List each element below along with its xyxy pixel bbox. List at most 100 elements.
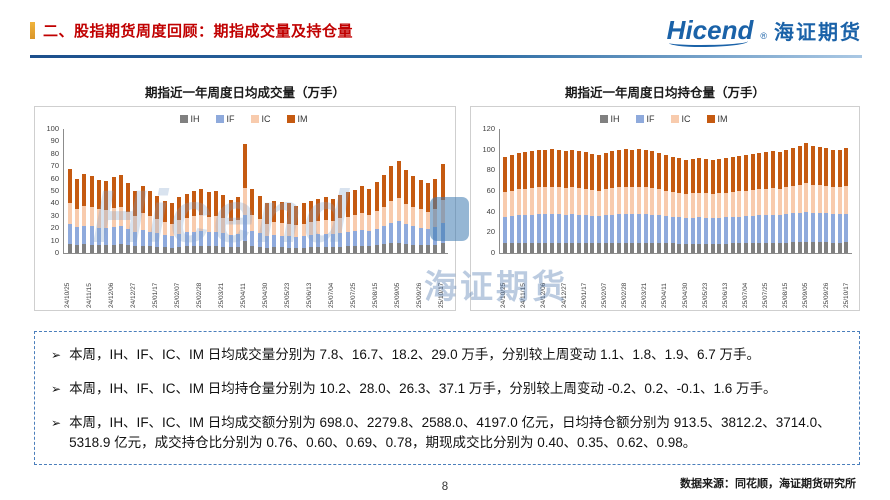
logo-chinese-name: 海证期货: [774, 22, 862, 44]
bar-segment-IM: [596, 154, 601, 191]
bar-segment-IM: [177, 197, 182, 220]
stacked-bar: [111, 177, 116, 253]
stacked-bar: [817, 146, 822, 253]
bar-segment-IM: [670, 156, 675, 192]
legend-swatch-icon: [286, 115, 295, 123]
bar-segment-IF: [199, 230, 204, 246]
bar-segment-IF: [191, 231, 196, 247]
bar-segment-IC: [323, 219, 328, 234]
bar-segment-IF: [744, 216, 749, 244]
x-slot: 24/12/27: [130, 254, 138, 308]
bar-slot: [359, 129, 366, 253]
stacked-bar: [235, 197, 240, 253]
x-slot: 25/06/13: [306, 254, 314, 308]
x-slot: 24/12/06: [108, 254, 116, 308]
chart-legend: IH IF IC IM: [475, 112, 852, 126]
bar-segment-IF: [844, 213, 849, 243]
bar-segment-IM: [530, 150, 535, 189]
bar-segment-IF: [523, 214, 528, 243]
bar-segment-IF: [162, 235, 167, 248]
legend-swatch-icon: [706, 115, 715, 123]
bar-segment-IH: [643, 242, 648, 253]
bar-segment-IF: [323, 233, 328, 247]
x-slot: [358, 254, 365, 308]
bar-segment-IH: [757, 242, 762, 253]
stacked-bar: [810, 145, 815, 253]
bar-segment-IH: [279, 247, 284, 253]
bar-slot: [315, 129, 322, 253]
bar-segment-IM: [155, 195, 160, 220]
bar-segment-IM: [316, 198, 321, 221]
bar-segment-IC: [503, 191, 508, 217]
bar-segment-IH: [503, 243, 508, 253]
bar-segment-IC: [777, 188, 782, 215]
bar-segment-IM: [330, 198, 335, 221]
bar-segment-IF: [683, 218, 688, 244]
x-tick-label: 25/07/25: [762, 282, 770, 308]
stacked-bar: [536, 149, 541, 253]
bar-segment-IC: [389, 201, 394, 223]
stacked-bar: [411, 176, 416, 253]
x-slot: 25/09/26: [416, 254, 424, 308]
bar-segment-IM: [389, 166, 394, 202]
bar-segment-IM: [213, 190, 218, 217]
stacked-bar: [737, 156, 742, 253]
bar-segment-IC: [576, 188, 581, 215]
bar-segment-IF: [556, 214, 561, 243]
bar-segment-IH: [730, 243, 735, 253]
y-tick-label: 30: [50, 210, 59, 220]
bar-segment-IF: [570, 214, 575, 243]
bar-segment-IF: [790, 213, 795, 243]
bar-segment-IF: [583, 214, 588, 243]
bar-segment-IC: [425, 211, 430, 229]
stacked-bar: [162, 200, 167, 253]
bar-segment-IH: [784, 242, 789, 253]
bar-segment-IH: [308, 247, 313, 253]
bar-slot: [293, 129, 300, 253]
legend-item-IC: IC: [670, 114, 691, 124]
bar-segment-IC: [308, 222, 313, 236]
stacked-bar: [603, 152, 608, 253]
bar-segment-IC: [67, 202, 72, 224]
bar-slot: [556, 129, 563, 253]
bar-segment-IF: [389, 223, 394, 244]
stacked-bar: [744, 154, 749, 253]
y-tick-label: 50: [50, 186, 59, 195]
bar-segment-IF: [250, 230, 255, 246]
x-slot: [314, 254, 321, 308]
bar-segment-IM: [279, 202, 284, 223]
bar-segment-IM: [199, 188, 204, 215]
bar-segment-IM: [440, 164, 445, 201]
bar-segment-IC: [757, 189, 762, 216]
stacked-bar: [510, 154, 515, 253]
legend-swatch-icon: [670, 115, 679, 123]
bar-segment-IF: [657, 215, 662, 243]
x-slot: 25/01/17: [152, 254, 160, 308]
bar-segment-IH: [287, 247, 292, 253]
bar-segment-IM: [610, 150, 615, 189]
plot-area: [63, 129, 448, 254]
stacked-bar: [433, 178, 438, 253]
bar-slot: [810, 129, 817, 253]
stacked-bar: [257, 195, 262, 253]
stacked-bar: [790, 147, 795, 253]
x-tick-label: 25/02/07: [600, 282, 608, 308]
bar-segment-IM: [637, 148, 642, 187]
stacked-bar: [697, 157, 702, 253]
stacked-bar: [360, 186, 365, 253]
bar-segment-IF: [67, 223, 72, 244]
bar-segment-IC: [663, 190, 668, 217]
x-tick-label: 25/10/17: [842, 282, 850, 308]
bar-segment-IH: [213, 246, 218, 253]
bar-slot: [756, 129, 763, 253]
data-source: 数据来源：同花顺，海证期货研究所: [680, 475, 856, 491]
bar-segment-IM: [206, 192, 211, 217]
bar-slot: [636, 129, 643, 253]
bar-segment-IH: [96, 244, 101, 253]
x-slot: 25/05/23: [284, 254, 292, 308]
bar-segment-IH: [683, 243, 688, 253]
bar-segment-IM: [243, 143, 248, 189]
x-slot: [402, 254, 409, 308]
bar-segment-IH: [235, 246, 240, 253]
bar-segment-IF: [418, 227, 423, 245]
